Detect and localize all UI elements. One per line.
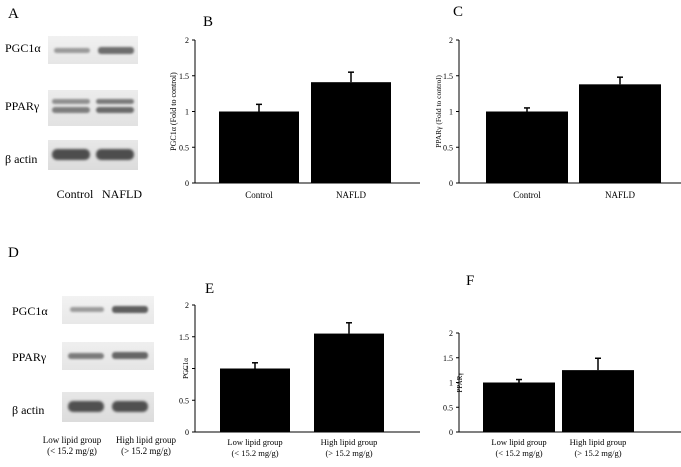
category-label: NAFLD xyxy=(336,190,367,200)
y-tick-label: 1 xyxy=(449,108,453,117)
y-tick-label: 2 xyxy=(185,301,189,310)
panel-letter-c: C xyxy=(453,4,463,20)
blot-row-label-actin: β actin xyxy=(5,152,38,166)
blot-row-label-pgc1a: PGC1α xyxy=(5,41,41,55)
category-label: High lipid group xyxy=(570,437,627,447)
y-axis-label: PGC1α xyxy=(182,358,190,379)
blot-strip-actin xyxy=(62,392,154,422)
y-tick-label: 0 xyxy=(449,179,453,188)
lane-label-high-lipid: High lipid group (> 15.2 mg/g) xyxy=(104,435,188,457)
panel-letter-e: E xyxy=(205,281,214,297)
blot-band xyxy=(112,306,148,313)
blot-band xyxy=(68,401,104,412)
y-tick-label: 0 xyxy=(449,428,453,437)
blot-row-label-ppar: PPARγ xyxy=(5,99,40,113)
category-label: Low lipid group xyxy=(227,437,282,447)
blot-row-label-ppar: PPARγ xyxy=(12,350,47,364)
y-tick-label: 2 xyxy=(185,36,189,45)
y-tick-label: 0.5 xyxy=(179,143,189,152)
y-tick-label: 0 xyxy=(185,179,189,188)
category-label: NAFLD xyxy=(605,190,636,200)
panel-letter-a: A xyxy=(8,6,19,22)
blot-strip-ppar xyxy=(62,342,154,370)
category-label-line2: (> 15.2 mg/g) xyxy=(325,448,372,458)
panel-letter-d: D xyxy=(8,245,19,261)
category-label: High lipid group xyxy=(321,437,378,447)
y-tick-label: 2 xyxy=(449,329,453,338)
bar xyxy=(562,370,634,432)
blot-strip-pgc1a xyxy=(62,296,154,324)
lane-label-line1: High lipid group xyxy=(116,435,176,445)
category-label-line2: (> 15.2 mg/g) xyxy=(574,448,621,458)
bar xyxy=(486,111,568,183)
blot-band xyxy=(98,47,134,54)
y-tick-label: 1.5 xyxy=(443,72,453,81)
blot-band xyxy=(112,401,148,412)
blot-strip-actin xyxy=(48,140,138,170)
y-tick-label: 0.5 xyxy=(179,396,189,405)
panel-letter-f: F xyxy=(466,273,474,289)
lane-label-line1: Low lipid group xyxy=(42,435,102,445)
y-tick-label: 0.5 xyxy=(443,403,453,412)
category-label-line2: (< 15.2 mg/g) xyxy=(231,448,278,458)
y-tick-label: 0 xyxy=(185,428,189,437)
lane-label-low-lipid: Low lipid group (< 15.2 mg/g) xyxy=(30,435,114,457)
y-tick-label: 1.5 xyxy=(443,354,453,363)
blot-strip-pgc1a xyxy=(48,36,138,64)
lane-label-control: Control xyxy=(56,187,94,201)
y-tick-label: 1 xyxy=(185,365,189,374)
blot-band xyxy=(52,149,90,160)
category-label-line2: (< 15.2 mg/g) xyxy=(495,448,542,458)
category-label: Control xyxy=(245,190,273,200)
bar xyxy=(314,333,384,432)
blot-band xyxy=(112,352,148,359)
y-tick-label: 0.5 xyxy=(443,143,453,152)
y-axis-label: PPARγ (Fold to control) xyxy=(434,75,443,148)
blot-band xyxy=(54,48,90,53)
y-axis-label: PGC1α (Fold to control) xyxy=(169,72,178,151)
blot-band xyxy=(52,99,90,104)
category-label: Low lipid group xyxy=(491,437,546,447)
bar xyxy=(220,368,290,432)
y-tick-label: 1.5 xyxy=(179,72,189,81)
blot-band xyxy=(96,149,134,160)
y-tick-label: 1 xyxy=(449,379,453,388)
y-tick-label: 1.5 xyxy=(179,333,189,342)
bar xyxy=(483,382,555,432)
y-axis-label: PPARγ xyxy=(456,373,464,393)
blot-row-label-pgc1a: PGC1α xyxy=(12,304,48,318)
bar xyxy=(579,84,661,183)
panel-letter-b: B xyxy=(203,14,213,30)
y-tick-label: 2 xyxy=(449,36,453,45)
lane-label-nafld: NAFLD xyxy=(101,187,142,201)
lane-label-line2: (< 15.2 mg/g) xyxy=(47,446,97,456)
blot-band xyxy=(52,107,90,113)
blot-row-label-actin: β actin xyxy=(12,403,45,417)
blot-strip-ppar xyxy=(48,90,138,126)
blot-band xyxy=(96,107,134,113)
bar xyxy=(219,111,299,183)
category-label: Control xyxy=(513,190,541,200)
blot-band xyxy=(68,353,104,359)
lane-label-line2: (> 15.2 mg/g) xyxy=(121,446,171,456)
blot-band xyxy=(70,307,104,312)
blot-band xyxy=(96,99,134,104)
bar xyxy=(311,82,391,183)
y-tick-label: 1 xyxy=(185,108,189,117)
